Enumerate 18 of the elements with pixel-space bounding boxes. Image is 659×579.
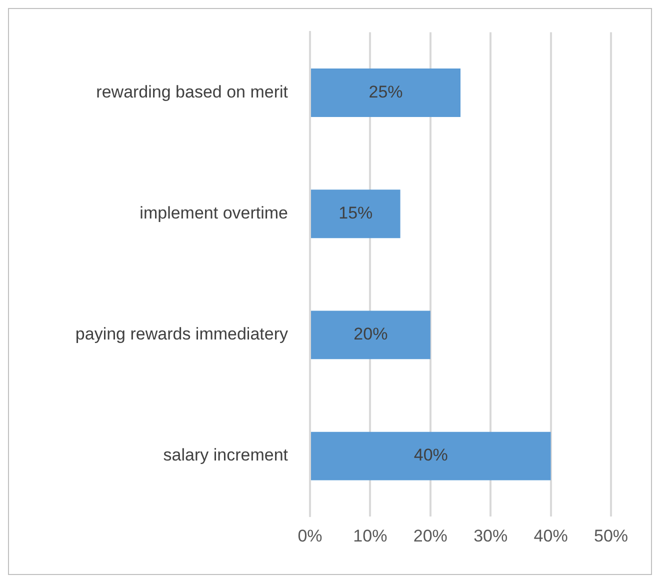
bar [311, 190, 400, 238]
y-tick-label: rewarding based on merit [96, 82, 288, 102]
x-tick-label: 0% [298, 526, 322, 546]
y-tick-label: salary increment [163, 446, 288, 465]
bar [311, 68, 460, 117]
bar [311, 310, 430, 360]
x-tick-label: 50% [594, 526, 628, 546]
data-label: 25% [368, 82, 403, 102]
x-tick-label: 10% [353, 526, 388, 546]
data-label: 15% [338, 204, 373, 223]
y-tick-label: implement overtime [140, 204, 288, 223]
data-label: 20% [354, 324, 388, 344]
data-label: 40% [414, 446, 448, 465]
x-tick-label: 40% [534, 526, 568, 546]
bar [311, 432, 551, 480]
x-tick-label: 30% [474, 526, 508, 546]
y-tick-label: paying rewards immediatery [75, 324, 288, 344]
x-tick-label: 20% [413, 526, 448, 546]
